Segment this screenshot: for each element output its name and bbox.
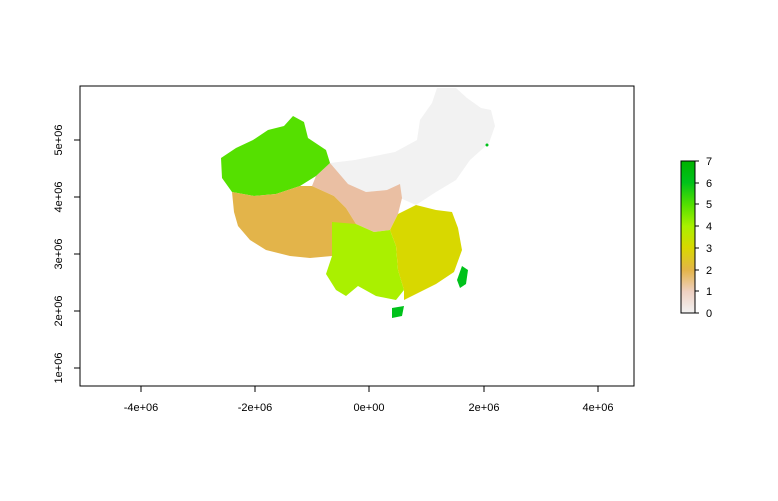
region-tibet (232, 186, 356, 258)
region-northeast-north (330, 88, 495, 205)
legend: 0 1 2 3 4 5 6 7 (680, 156, 712, 320)
x-tick-label: 0e+00 (354, 402, 385, 414)
region-northwest-loess (312, 163, 402, 232)
x-tick-label: -4e+06 (124, 402, 159, 414)
legend-label: 5 (706, 199, 712, 211)
x-tick-label: 4e+06 (583, 402, 614, 414)
region-east-south (390, 205, 462, 300)
legend-label: 4 (706, 221, 712, 233)
legend-label: 1 (706, 286, 712, 298)
y-tick-label: 4e+06 (53, 182, 65, 213)
y-tick-label: 2e+06 (53, 296, 65, 327)
legend-colorbar (680, 160, 696, 314)
y-tick-label: 5e+06 (53, 125, 65, 156)
y-tick-label: 3e+06 (53, 239, 65, 270)
island-dot (485, 143, 489, 147)
legend-label: 6 (706, 178, 712, 190)
x-tick-label: -2e+06 (238, 402, 273, 414)
region-southwest (326, 222, 404, 300)
legend-label: 0 (706, 308, 712, 320)
region-taiwan (457, 266, 468, 288)
legend-label: 7 (706, 156, 712, 168)
y-tick-label: 1e+06 (53, 353, 65, 384)
legend-label: 2 (706, 265, 712, 277)
region-hainan (392, 306, 404, 318)
y-axis: 1e+06 2e+06 3e+06 4e+06 5e+06 (53, 125, 81, 384)
legend-label: 3 (706, 243, 712, 255)
x-axis: -4e+06 -2e+06 0e+00 2e+06 4e+06 (124, 385, 614, 414)
region-xinjiang (221, 116, 330, 196)
x-tick-label: 2e+06 (469, 402, 500, 414)
